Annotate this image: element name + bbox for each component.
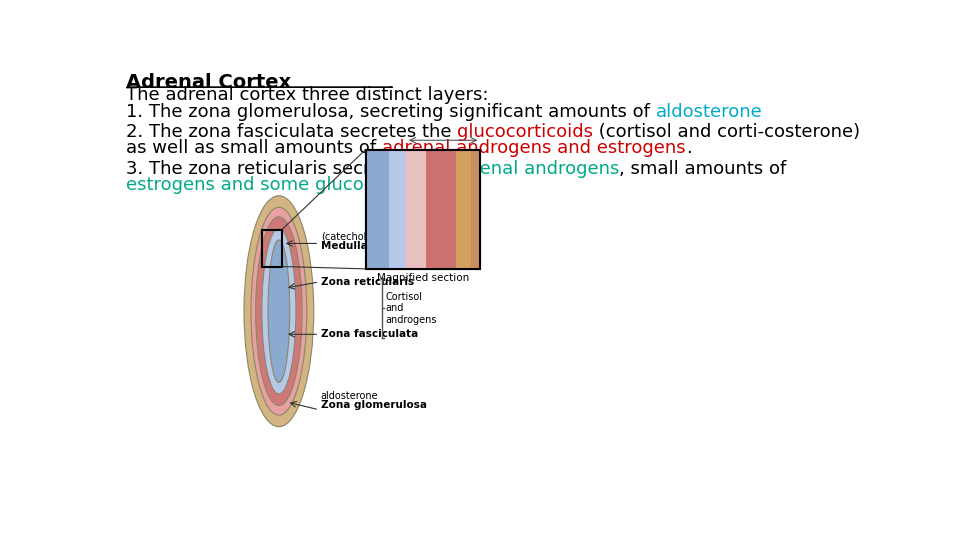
Text: 1. The zona glomerulosa, secreting significant amounts of: 1. The zona glomerulosa, secreting signi…: [126, 103, 656, 122]
Bar: [471, 150, 480, 269]
Text: Magnified section: Magnified section: [377, 273, 469, 283]
Text: aldosterone: aldosterone: [656, 103, 762, 122]
Text: estrogens and some glucocorticoids: estrogens and some glucocorticoids: [126, 176, 451, 194]
Ellipse shape: [244, 195, 314, 427]
Ellipse shape: [268, 240, 290, 382]
Text: glucocorticoids: glucocorticoids: [458, 123, 593, 141]
Text: , small amounts of: , small amounts of: [619, 159, 786, 178]
Bar: [366, 150, 389, 269]
Ellipse shape: [251, 207, 307, 415]
Text: The adrenal cortex three distinct layers:: The adrenal cortex three distinct layers…: [126, 85, 489, 104]
Bar: [389, 150, 406, 269]
Text: Adrenal Cortex: Adrenal Cortex: [126, 72, 292, 91]
Text: 2. The zona fasciculata secretes the: 2. The zona fasciculata secretes the: [126, 123, 458, 141]
Bar: [456, 150, 471, 269]
Text: (catecholamines): (catecholamines): [321, 232, 405, 241]
Text: Cortex: Cortex: [412, 237, 456, 250]
Text: 3. The zona reticularis secretes the: 3. The zona reticularis secretes the: [126, 159, 450, 178]
Text: adrenal androgens: adrenal androgens: [450, 159, 619, 178]
Bar: [366, 150, 480, 269]
Bar: [426, 150, 456, 269]
Text: (cortisol and corti-costerone): (cortisol and corti-costerone): [593, 123, 860, 141]
Ellipse shape: [255, 217, 302, 406]
Bar: [262, 230, 282, 267]
Text: adrenal androgens and estrogens: adrenal androgens and estrogens: [382, 139, 685, 158]
Text: Medulla: Medulla: [321, 241, 368, 251]
Text: .: .: [685, 139, 691, 158]
Text: Zona glomerulosa: Zona glomerulosa: [321, 400, 427, 410]
Ellipse shape: [262, 228, 296, 394]
Text: Cortisol
and
androgens: Cortisol and androgens: [386, 292, 438, 325]
Bar: [366, 150, 480, 269]
Text: Zona reticularis: Zona reticularis: [321, 277, 414, 287]
Text: Zona fasciculata: Zona fasciculata: [321, 329, 418, 339]
Bar: [406, 150, 426, 269]
Text: as well as small amounts of: as well as small amounts of: [126, 139, 382, 158]
Text: aldosterone: aldosterone: [321, 391, 378, 401]
